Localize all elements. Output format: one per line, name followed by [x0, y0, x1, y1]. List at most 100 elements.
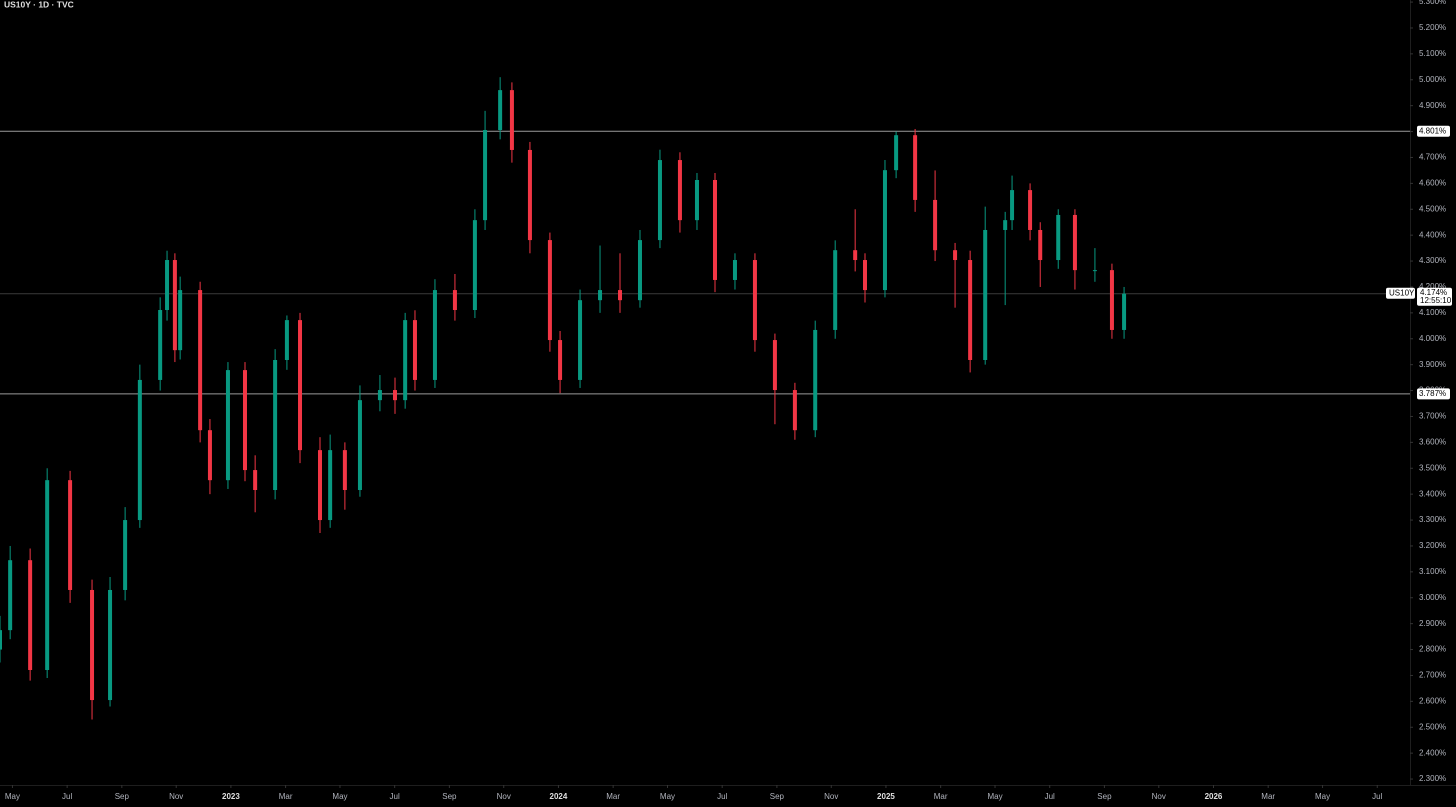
candle-body: [483, 130, 488, 221]
candle-body: [1056, 214, 1061, 261]
candle-body: [298, 320, 303, 451]
candle-body: [412, 320, 417, 380]
y-tick-label: 2.500%: [1419, 722, 1446, 731]
x-tick-label: May: [660, 792, 675, 801]
y-tick-label: 5.200%: [1419, 23, 1446, 32]
x-tick-label: 2023: [222, 792, 240, 801]
y-tick-label: 4.300%: [1419, 256, 1446, 265]
x-tick-label: Nov: [497, 792, 511, 801]
y-tick-label: 3.600%: [1419, 437, 1446, 446]
candle-body: [165, 260, 170, 311]
y-tick-label: 3.500%: [1419, 463, 1446, 472]
candle-body: [968, 260, 973, 360]
last-price-box: [1417, 287, 1452, 306]
price-label-box: [1417, 125, 1450, 137]
candle-body: [45, 480, 50, 671]
x-tick-label: Jul: [717, 792, 727, 801]
candle-body: [1003, 220, 1008, 230]
candle-body: [137, 379, 142, 521]
y-tick-label: 2.700%: [1419, 671, 1446, 680]
candle-body: [558, 340, 563, 380]
y-tick-label: 3.000%: [1419, 593, 1446, 602]
candle-body: [284, 320, 289, 360]
x-tick-label: May: [5, 792, 20, 801]
candle-body: [578, 300, 583, 380]
candle-body: [123, 520, 128, 590]
candle-body: [913, 135, 918, 200]
price-label: 3.787%: [1419, 389, 1446, 398]
candle-body: [377, 390, 382, 401]
x-tick-label: Nov: [824, 792, 838, 801]
y-tick-label: 3.200%: [1419, 541, 1446, 550]
y-tick-label: 3.400%: [1419, 489, 1446, 498]
candle-body: [1122, 293, 1127, 330]
candle-body: [108, 589, 113, 701]
price-label-box: [1417, 388, 1450, 400]
candle-body: [8, 560, 13, 631]
x-tick-label: Jul: [390, 792, 400, 801]
candle-body: [1072, 214, 1077, 271]
x-tick-label: Sep: [442, 792, 457, 801]
x-tick-label: Nov: [1152, 792, 1166, 801]
candle-body: [657, 160, 662, 241]
x-tick-label: Sep: [1097, 792, 1112, 801]
y-tick-label: 5.000%: [1419, 75, 1446, 84]
y-tick-label: 3.100%: [1419, 567, 1446, 576]
symbol-tag-box: [1386, 287, 1415, 299]
candle-body: [207, 430, 212, 481]
candle-body: [0, 630, 2, 650]
candle-body: [178, 290, 183, 351]
y-tick-label: 3.300%: [1419, 515, 1446, 524]
candle-body: [432, 290, 437, 380]
x-tick-label: 2024: [550, 792, 568, 801]
x-tick-label: Nov: [169, 792, 183, 801]
candle-body: [357, 400, 362, 491]
candle-body: [342, 450, 347, 491]
x-tick-label: May: [987, 792, 1002, 801]
x-tick-label: 2025: [877, 792, 895, 801]
candle-body: [403, 320, 408, 401]
x-tick-label: Mar: [934, 792, 948, 801]
candle-body: [677, 160, 682, 221]
candle-body: [882, 170, 887, 291]
candle-body: [242, 370, 247, 471]
y-tick-label: 4.500%: [1419, 204, 1446, 213]
candle-body: [547, 240, 552, 341]
candle-body: [392, 390, 397, 401]
candle-body: [694, 179, 699, 221]
candle-body: [253, 470, 258, 491]
x-tick-label: Jul: [62, 792, 72, 801]
last-price-label: 4.174%: [1420, 288, 1447, 297]
candle-body: [273, 359, 278, 491]
candle-body: [328, 450, 333, 521]
y-tick-label: 2.900%: [1419, 619, 1446, 628]
chart-title: US10Y · 1D · TVC: [4, 0, 74, 9]
y-tick-label: 4.000%: [1419, 334, 1446, 343]
x-tick-label: Mar: [606, 792, 620, 801]
y-tick-label: 4.200%: [1419, 282, 1446, 291]
candle-body: [90, 589, 95, 701]
candle-body: [1092, 270, 1097, 272]
candle-body: [509, 90, 514, 150]
candle-body: [953, 250, 958, 261]
y-tick-label: 3.700%: [1419, 412, 1446, 421]
candle-body: [28, 560, 33, 671]
y-tick-label: 2.800%: [1419, 645, 1446, 654]
y-tick-label: 2.300%: [1419, 774, 1446, 783]
y-tick-label: 5.300%: [1419, 0, 1446, 6]
candle-body: [1010, 190, 1015, 221]
candle-body: [225, 370, 230, 481]
y-tick-label: 4.400%: [1419, 230, 1446, 239]
candle-body: [158, 310, 163, 380]
candle-body: [1109, 270, 1114, 330]
y-tick-label: 4.900%: [1419, 101, 1446, 110]
candle-body: [712, 179, 717, 280]
candle-body: [813, 329, 818, 431]
candle-body: [752, 260, 757, 341]
candle-body: [498, 90, 503, 131]
candle-body: [1038, 229, 1043, 261]
candle-body: [68, 480, 73, 590]
x-tick-label: Jul: [1045, 792, 1055, 801]
